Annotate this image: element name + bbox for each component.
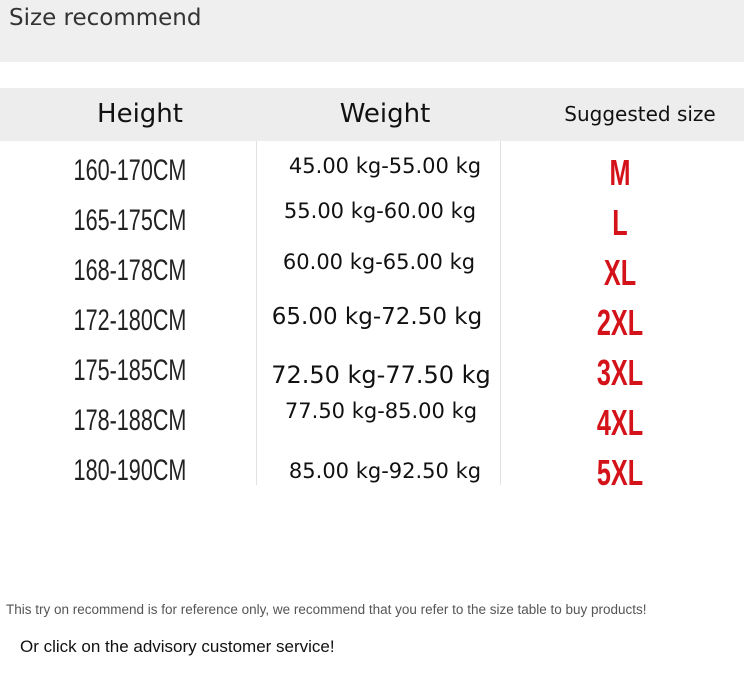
weight-cell: 55.00 kg-60.00 kg xyxy=(283,199,477,223)
weight-cell: 85.00 kg-92.50 kg xyxy=(288,459,482,483)
header-weight: Weight xyxy=(339,99,431,129)
title-band: Size recommend xyxy=(0,0,744,62)
size-cell: L xyxy=(612,202,628,243)
size-cell: XL xyxy=(603,252,637,293)
table-row: 178-188CM 77.50 kg-85.00 kg 4XL xyxy=(0,399,744,450)
contact-text[interactable]: Or click on the advisory customer servic… xyxy=(20,637,335,656)
size-cell: M xyxy=(609,152,631,193)
header-suggested-size: Suggested size xyxy=(564,102,716,126)
header-height: Height xyxy=(97,99,183,129)
height-cell: 180-190CM xyxy=(73,454,187,487)
table-row: 165-175CM 55.00 kg-60.00 kg L xyxy=(0,199,744,250)
height-cell: 175-185CM xyxy=(73,354,187,387)
column-divider xyxy=(500,141,501,485)
weight-cell: 65.00 kg-72.50 kg xyxy=(271,304,483,330)
height-cell: 178-188CM xyxy=(73,404,187,437)
height-cell: 160-170CM xyxy=(73,154,187,187)
weight-cell: 60.00 kg-65.00 kg xyxy=(282,250,476,274)
table-row: 160-170CM 45.00 kg-55.00 kg M xyxy=(0,150,744,200)
size-cell: 2XL xyxy=(596,302,644,343)
weight-cell: 77.50 kg-85.00 kg xyxy=(284,399,478,423)
table-header: Height Weight Suggested size xyxy=(0,88,744,141)
size-cell: 4XL xyxy=(596,402,644,443)
size-cell: 3XL xyxy=(596,352,644,393)
height-cell: 165-175CM xyxy=(73,204,187,237)
weight-cell: 45.00 kg-55.00 kg xyxy=(288,154,482,178)
disclaimer-text: This try on recommend is for reference o… xyxy=(6,602,647,617)
table-row: 168-178CM 60.00 kg-65.00 kg XL xyxy=(0,250,744,300)
weight-cell: 72.50 kg-77.50 kg xyxy=(271,361,491,389)
size-cell: 5XL xyxy=(596,452,644,493)
height-cell: 172-180CM xyxy=(73,304,187,337)
height-cell: 168-178CM xyxy=(73,254,187,287)
column-divider xyxy=(256,141,257,485)
page-title: Size recommend xyxy=(9,5,202,31)
table-row: 175-185CM 72.50 kg-77.50 kg 3XL xyxy=(0,350,744,400)
table-row: 180-190CM 85.00 kg-92.50 kg 5XL xyxy=(0,450,744,500)
table-row: 172-180CM 65.00 kg-72.50 kg 2XL xyxy=(0,300,744,350)
